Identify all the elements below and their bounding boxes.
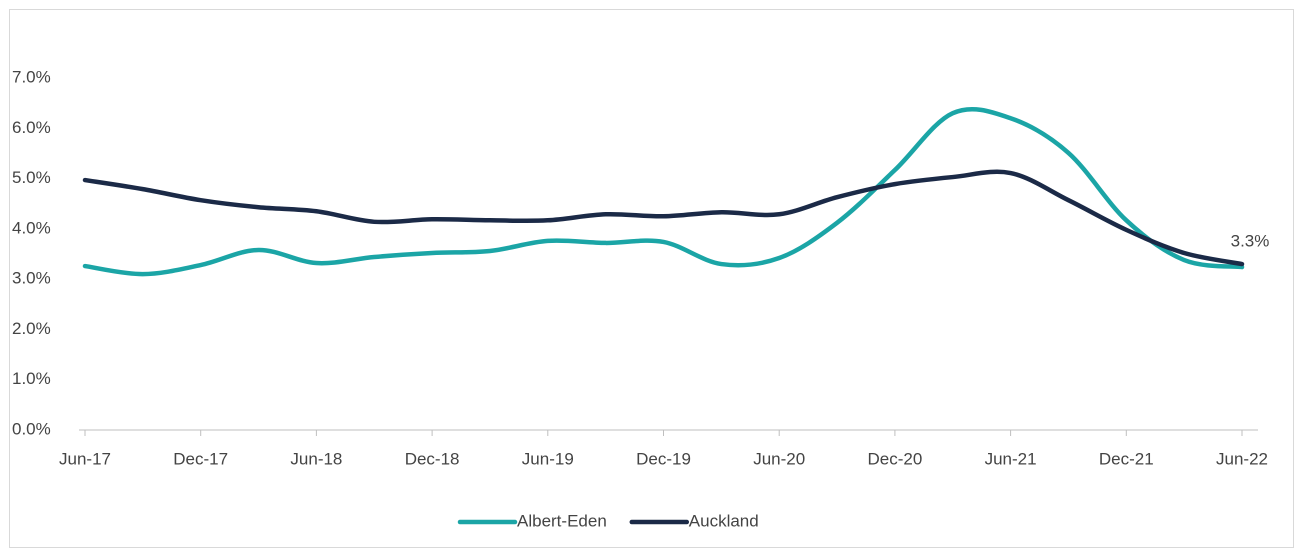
y-tick-label: 2.0% <box>12 319 51 338</box>
series-line <box>82 169 1245 267</box>
x-tick-label: Dec-19 <box>636 449 691 468</box>
chart-frame <box>9 9 1294 548</box>
series-line <box>82 107 1245 277</box>
x-tick-label: Jun-18 <box>290 449 342 468</box>
y-tick-label: 6.0% <box>12 118 51 137</box>
y-tick-label: 1.0% <box>12 369 51 388</box>
x-tick-label: Dec-21 <box>1099 449 1154 468</box>
y-tick-label: 0.0% <box>12 419 51 438</box>
legend-label: Auckland <box>689 511 759 530</box>
data-label: 3.3% <box>1231 232 1270 251</box>
x-tick-label: Jun-22 <box>1216 449 1268 468</box>
x-tick-label: Dec-18 <box>405 449 460 468</box>
y-tick-label: 7.0% <box>12 67 51 86</box>
y-tick-label: 3.0% <box>12 269 51 288</box>
y-tick-label: 4.0% <box>12 218 51 237</box>
x-tick-label: Dec-20 <box>867 449 922 468</box>
x-tick-label: Jun-19 <box>522 449 574 468</box>
legend-label: Albert-Eden <box>517 511 607 530</box>
y-tick-label: 5.0% <box>12 168 51 187</box>
x-tick-label: Jun-17 <box>59 449 111 468</box>
x-tick-label: Jun-20 <box>753 449 805 468</box>
x-tick-label: Dec-17 <box>173 449 228 468</box>
x-tick-label: Jun-21 <box>985 449 1037 468</box>
